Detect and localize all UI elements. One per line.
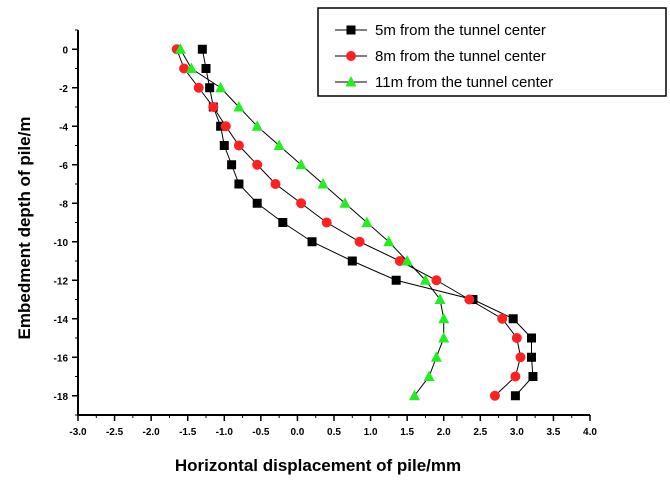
y-tick-label: -16 bbox=[54, 353, 69, 364]
y-axis: 0 -2 -4 -6 -8 -10 -12 -14 -16 -18 bbox=[54, 29, 78, 416]
series-layer bbox=[171, 43, 538, 401]
data-point bbox=[270, 179, 281, 189]
data-point bbox=[515, 352, 526, 363]
legend-marker bbox=[346, 25, 356, 35]
data-point bbox=[201, 64, 211, 73]
y-axis-title: Embedment depth of pile/m bbox=[15, 117, 34, 340]
data-point bbox=[528, 372, 538, 381]
data-point bbox=[185, 62, 197, 73]
x-tick-label: 1.5 bbox=[400, 427, 414, 438]
legend-label: 8m from the tunnel center bbox=[375, 48, 546, 65]
x-tick-label: 1.0 bbox=[364, 427, 378, 438]
legend-label: 11m from the tunnel center bbox=[375, 74, 553, 91]
data-point bbox=[508, 314, 518, 324]
data-point bbox=[220, 121, 231, 132]
data-point bbox=[510, 371, 521, 382]
data-point bbox=[216, 121, 226, 131]
data-point bbox=[339, 197, 351, 208]
x-tick-label: -1.0 bbox=[216, 427, 234, 438]
series-2 bbox=[171, 44, 526, 401]
x-tick-label: 0.0 bbox=[290, 427, 304, 438]
y-tick-label: -18 bbox=[54, 392, 69, 403]
y-tick-label: -8 bbox=[59, 199, 68, 210]
data-point bbox=[219, 141, 229, 150]
x-axis: -3.0 -2.5 -2.0 -1.5 -1.0 -0.5 0.0 0.5 1.0 1.5 2.0 2… bbox=[69, 415, 597, 438]
data-point bbox=[408, 389, 420, 401]
legend-marker bbox=[345, 76, 357, 87]
series-line bbox=[179, 49, 445, 397]
y-tick-label: -14 bbox=[54, 315, 69, 326]
x-tick-label: -2.5 bbox=[106, 427, 124, 438]
x-tick-label: 2.5 bbox=[473, 427, 487, 438]
y-tick-label: -6 bbox=[59, 161, 68, 172]
data-point bbox=[354, 236, 365, 247]
x-tick-label: 3.5 bbox=[546, 427, 560, 438]
series-3 bbox=[174, 43, 450, 401]
data-point bbox=[252, 198, 262, 208]
data-point bbox=[307, 237, 317, 247]
data-point bbox=[419, 274, 431, 285]
x-tick-label: 3.0 bbox=[510, 427, 524, 438]
data-point bbox=[438, 312, 450, 324]
legend: 5m from the tunnel center 8m from the tun… bbox=[317, 7, 667, 97]
data-point bbox=[227, 160, 237, 170]
x-axis-title: Horizontal displacement of pile/mm bbox=[175, 456, 461, 475]
data-point bbox=[174, 43, 186, 54]
data-point bbox=[510, 391, 520, 401]
data-point bbox=[438, 332, 450, 343]
data-point bbox=[234, 179, 244, 189]
data-point bbox=[434, 293, 446, 304]
data-point bbox=[423, 370, 435, 381]
x-tick-label: 0.5 bbox=[327, 427, 341, 438]
data-point bbox=[489, 390, 500, 401]
data-point bbox=[430, 351, 442, 362]
y-tick-label: -10 bbox=[54, 238, 69, 249]
data-point bbox=[526, 352, 536, 362]
legend-box bbox=[317, 7, 667, 97]
data-point bbox=[497, 313, 508, 324]
x-tick-label: -3.0 bbox=[69, 427, 87, 438]
data-point bbox=[179, 63, 190, 74]
data-point bbox=[383, 235, 395, 247]
x-tick-label: -1.5 bbox=[179, 427, 197, 438]
series-line bbox=[176, 49, 522, 397]
data-point bbox=[401, 255, 413, 266]
data-point bbox=[193, 82, 204, 93]
data-point bbox=[394, 256, 405, 266]
data-point bbox=[252, 159, 263, 170]
data-point bbox=[464, 294, 475, 305]
data-point bbox=[273, 139, 285, 150]
data-point bbox=[526, 333, 536, 343]
x-tick-label: -0.5 bbox=[252, 427, 270, 438]
data-point bbox=[347, 256, 357, 266]
data-point bbox=[391, 275, 401, 285]
y-tick-label: -2 bbox=[59, 84, 68, 95]
data-point bbox=[431, 275, 442, 286]
data-point bbox=[197, 44, 207, 54]
data-point bbox=[251, 120, 263, 131]
x-tick-label: 4.0 bbox=[583, 427, 597, 438]
data-point bbox=[278, 218, 288, 227]
data-point bbox=[233, 140, 244, 151]
data-point bbox=[233, 101, 245, 112]
data-point bbox=[296, 198, 307, 209]
legend-marker bbox=[346, 51, 356, 61]
data-point bbox=[205, 83, 215, 93]
y-tick-label: -12 bbox=[54, 276, 69, 287]
y-tick-label: -4 bbox=[59, 122, 68, 133]
x-tick-label: -2.0 bbox=[143, 427, 161, 438]
data-point bbox=[511, 333, 522, 343]
y-tick-label: 0 bbox=[62, 45, 68, 56]
data-point bbox=[208, 102, 219, 112]
legend-label: 5m from the tunnel center bbox=[375, 22, 546, 39]
x-tick-label: 2.0 bbox=[437, 427, 451, 438]
data-point bbox=[317, 178, 329, 189]
data-point bbox=[295, 158, 307, 170]
data-point bbox=[321, 217, 332, 228]
data-point bbox=[361, 216, 373, 227]
data-point bbox=[215, 81, 227, 93]
